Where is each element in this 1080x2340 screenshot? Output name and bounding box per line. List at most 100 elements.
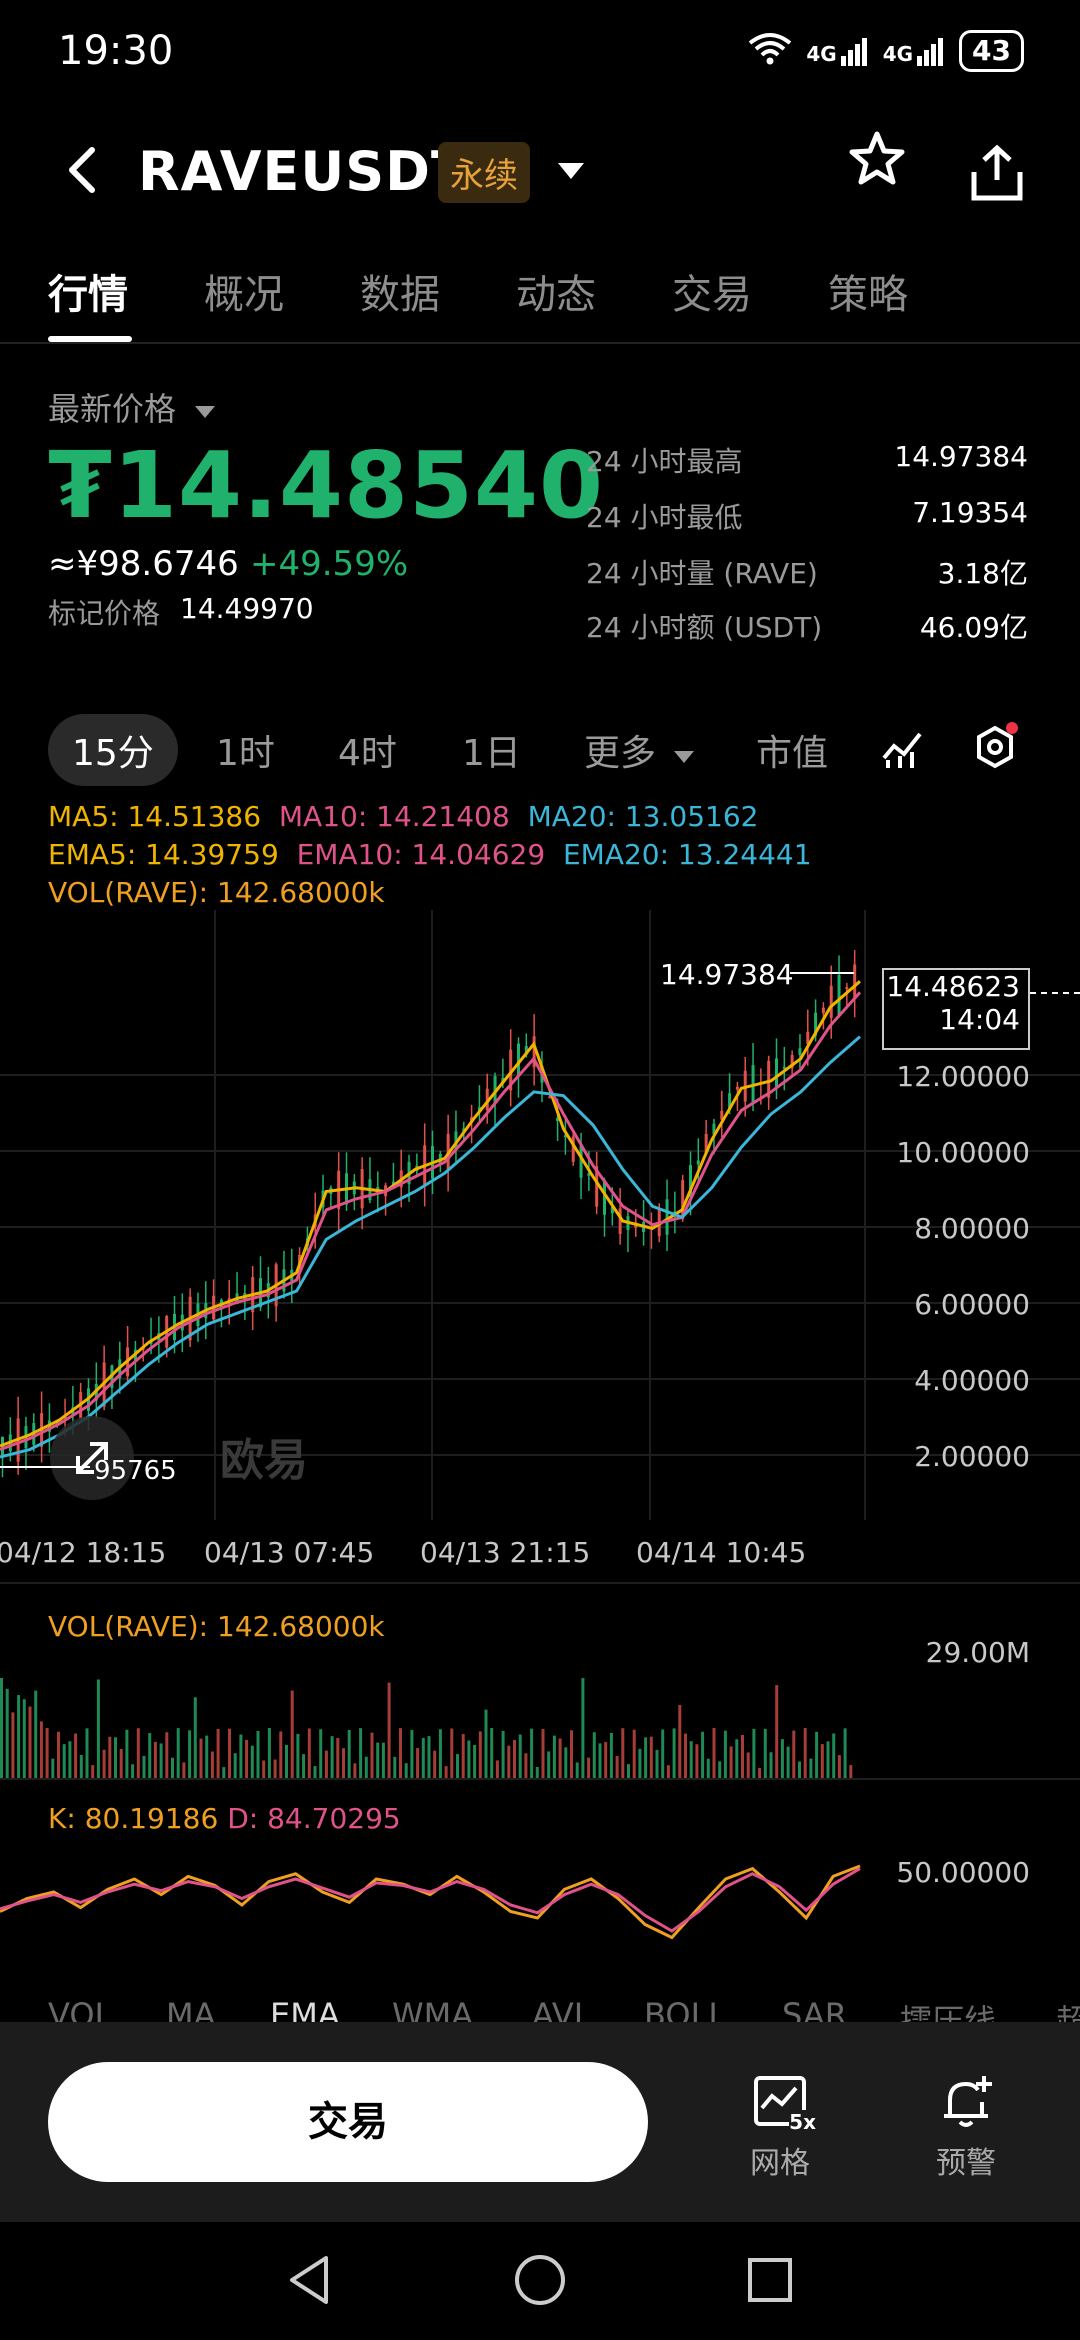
volume-bar <box>228 1728 231 1778</box>
tab-strategy[interactable]: 策略 <box>828 272 908 318</box>
tab-data[interactable]: 数据 <box>360 272 440 318</box>
low-label: 95765 <box>94 1456 177 1486</box>
volume-bar <box>233 1753 237 1778</box>
volume-bar <box>262 1760 266 1778</box>
volume-bar <box>450 1728 454 1778</box>
volume-bar <box>473 1744 477 1778</box>
grid-button[interactable]: 5x 网格 <box>720 2072 840 2182</box>
favorite-star-icon[interactable] <box>846 128 908 205</box>
candle-body <box>517 1043 520 1077</box>
nav-recents-icon[interactable] <box>742 2252 798 2308</box>
volume-bar <box>598 1743 602 1778</box>
main-tabs: 行情 概况 数据 动态 交易 策略 <box>0 262 1080 344</box>
volume-bar <box>604 1742 608 1778</box>
y-tick: 2.00000 <box>914 1440 1030 1473</box>
trade-button[interactable]: 交易 <box>48 2062 648 2182</box>
volume-bar <box>279 1731 283 1778</box>
latest-price: ₮14.48540 <box>48 432 605 539</box>
volume-bar <box>815 1731 819 1778</box>
candle-body <box>735 1086 739 1090</box>
volume-bar <box>159 1743 163 1778</box>
volume-bar <box>45 1728 49 1778</box>
volume-bar <box>381 1742 385 1778</box>
candle-body <box>603 1181 606 1215</box>
interval-15m[interactable]: 15分 <box>48 714 178 786</box>
candle-body <box>821 1007 825 1014</box>
nav-back-icon[interactable] <box>282 2252 338 2308</box>
volume-bar <box>564 1747 568 1778</box>
share-icon[interactable] <box>966 142 1028 208</box>
volume-bar <box>712 1728 716 1778</box>
volume-bar <box>649 1736 653 1778</box>
volume-bar <box>296 1733 300 1778</box>
ema20-value: EMA20: 13.24441 <box>562 838 812 871</box>
volume-bar <box>672 1728 676 1778</box>
expand-chart-button[interactable] <box>50 1416 134 1500</box>
volume-bar <box>74 1733 78 1778</box>
ma20-value: MA20: 13.05162 <box>527 800 759 833</box>
interval-market-cap[interactable]: 市值 <box>756 733 829 774</box>
wifi-icon <box>748 31 792 72</box>
bell-plus-icon <box>944 2076 992 2127</box>
volume-bar <box>342 1748 345 1778</box>
volume-bar <box>0 1678 3 1778</box>
volume-bar <box>302 1754 306 1778</box>
volume-bar <box>524 1753 528 1778</box>
candle-body <box>790 1055 794 1069</box>
volume-bar <box>832 1733 836 1778</box>
kd-line-d <box>0 1867 861 1933</box>
volume-bar <box>136 1728 140 1778</box>
volume-bar <box>285 1744 288 1778</box>
volume-bar <box>558 1738 562 1778</box>
back-icon[interactable] <box>62 142 102 212</box>
volume-bar <box>148 1733 152 1778</box>
volume-bar <box>17 1695 21 1778</box>
volume-bar <box>85 1728 89 1778</box>
candle-body <box>595 1166 599 1207</box>
volume-bar <box>467 1740 471 1778</box>
pair-dropdown-icon[interactable] <box>556 152 586 192</box>
volume-bar <box>530 1728 534 1778</box>
volume-bar <box>769 1752 773 1778</box>
volume-bar <box>91 1765 95 1778</box>
volume-bar <box>535 1766 539 1778</box>
candle-body <box>587 1173 591 1176</box>
volume-bar <box>324 1750 328 1778</box>
candle-body <box>571 1136 575 1162</box>
tab-market[interactable]: 行情 <box>48 272 128 318</box>
interval-1h[interactable]: 1时 <box>216 733 275 774</box>
candle-body <box>704 1133 708 1154</box>
settings-hex-icon[interactable] <box>970 722 1020 776</box>
volume-bar <box>701 1731 705 1778</box>
volume-bar <box>319 1729 323 1778</box>
chart-type-icon[interactable] <box>880 726 924 774</box>
stat-label-low: 24 小时最低 <box>586 501 743 534</box>
interval-4h[interactable]: 4时 <box>338 733 397 774</box>
volume-bar <box>792 1730 796 1778</box>
volume-bar <box>216 1728 220 1778</box>
tab-news[interactable]: 动态 <box>516 272 596 318</box>
tab-trade[interactable]: 交易 <box>672 272 752 318</box>
pair-title[interactable]: RAVEUSDT <box>138 140 469 203</box>
volume-bar <box>11 1712 15 1778</box>
volume-bar <box>256 1730 260 1778</box>
volume-bar <box>627 1764 630 1778</box>
current-price-box: 14.48623 14:04 <box>882 968 1030 1050</box>
interval-more[interactable]: 更多 <box>584 724 695 776</box>
volume-chart[interactable] <box>0 1650 1080 1780</box>
stat-label-amount: 24 小时额 (USDT) <box>586 611 823 644</box>
volume-bar <box>370 1732 374 1778</box>
vol-legend: VOL(RAVE): 142.68000k <box>48 876 385 909</box>
volume-bar <box>746 1752 750 1778</box>
volume-bar <box>267 1728 271 1778</box>
tab-overview[interactable]: 概况 <box>204 272 284 318</box>
latest-price-label[interactable]: 最新价格 <box>48 384 216 430</box>
interval-1d[interactable]: 1日 <box>462 733 521 774</box>
alert-button[interactable]: 预警 <box>906 2072 1026 2182</box>
volume-bar <box>570 1730 573 1778</box>
volume-bar <box>79 1755 83 1778</box>
signal-icon-1: 4G <box>806 36 868 66</box>
nav-home-icon[interactable] <box>512 2252 568 2308</box>
kd-chart[interactable] <box>0 1830 1080 1980</box>
volume-bar <box>39 1721 43 1778</box>
